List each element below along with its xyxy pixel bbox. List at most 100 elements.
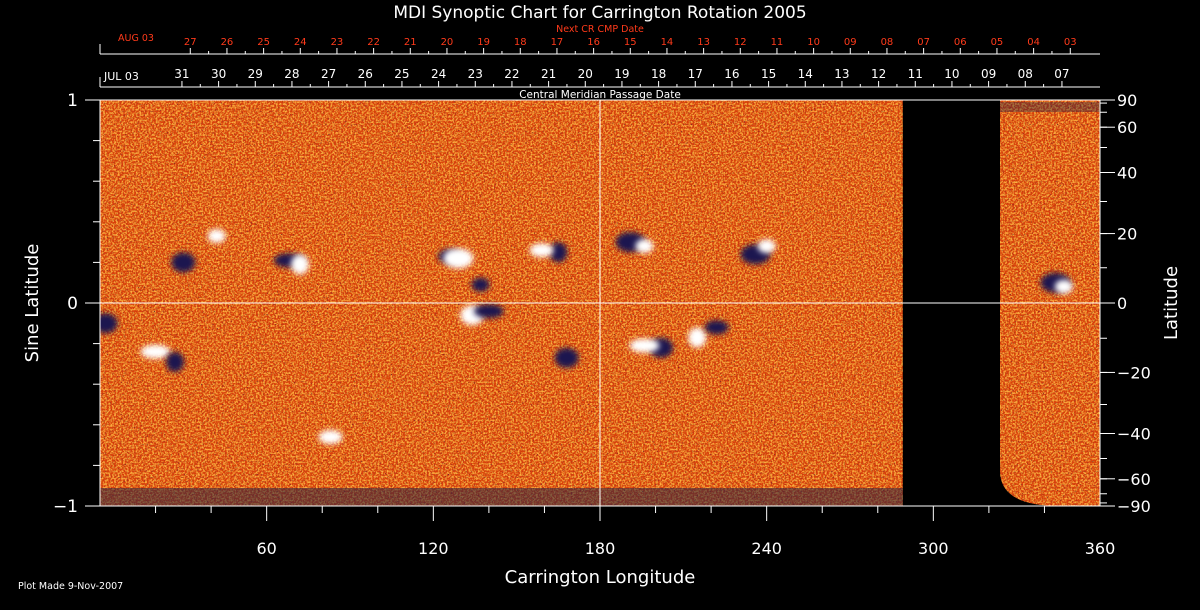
feature-positive-10 — [529, 243, 554, 258]
next-cr-date-label: 09 — [844, 37, 857, 48]
cmp-date-label: 30 — [211, 67, 226, 81]
next-cr-date-label: 16 — [587, 37, 600, 48]
x-tick-label-360: 360 — [1085, 539, 1116, 558]
magnetic-features — [100, 229, 1073, 444]
cmp-date-label: 25 — [394, 67, 409, 81]
feature-positive-24 — [1054, 279, 1073, 294]
x-tick-label-300: 300 — [918, 539, 949, 558]
right-tick-label: 60 — [1117, 118, 1137, 137]
cmp-date-label: 08 — [1018, 67, 1033, 81]
cmp-date-label: 21 — [541, 67, 556, 81]
next-cr-date-label: 20 — [441, 37, 454, 48]
next-cr-date-label: 19 — [477, 37, 490, 48]
cmp-date-label: 31 — [174, 67, 189, 81]
feature-negative-9 — [549, 242, 568, 263]
feature-positive-20 — [140, 344, 171, 359]
date-axes: 27 26 25 24 23 22 21 20 19 18 17 16 15 14 13 12 11 10 09 08… — [99, 37, 1100, 88]
next-cr-date-label: 03 — [1064, 37, 1077, 48]
cmp-date-label: 20 — [578, 67, 593, 81]
feature-positive-12 — [635, 239, 654, 254]
grid-lines — [100, 100, 1100, 506]
feature-negative-8 — [473, 304, 504, 319]
next-cr-date-label: 14 — [661, 37, 674, 48]
feature-negative-16 — [704, 320, 729, 335]
cmp-first-date: JUL 03 — [103, 70, 139, 83]
y-tick-label: 0 — [67, 294, 78, 314]
cmp-date-label: 10 — [944, 67, 959, 81]
cmp-date-label: 16 — [724, 67, 739, 81]
next-cr-date-label: 12 — [734, 37, 747, 48]
feature-negative-6 — [471, 277, 490, 292]
right-tick-label: 0 — [1117, 294, 1127, 313]
right-tick-label: −40 — [1117, 424, 1151, 443]
right-tick-label: −20 — [1117, 363, 1151, 382]
feature-positive-18 — [757, 239, 776, 254]
right-tick-label: −60 — [1117, 470, 1151, 489]
feature-negative-19 — [554, 347, 579, 368]
next-cr-date-label: 26 — [221, 37, 234, 48]
cmp-date-label: 12 — [871, 67, 886, 81]
y-tick-label: 1 — [67, 91, 78, 111]
feature-negative-21 — [166, 351, 184, 372]
cmp-date-label: 14 — [798, 67, 813, 81]
next-cr-date-label: 24 — [294, 37, 307, 48]
cmp-date-label: 29 — [248, 67, 263, 81]
chart-title: MDI Synoptic Chart for Carrington Rotati… — [393, 3, 806, 23]
axis-ticks: 60 120 180 240 300 360 1 0 −1 90 60 40 20 0 −20 −40 −60 −… — [53, 91, 1151, 558]
next-cr-date-label: 11 — [771, 37, 784, 48]
next-cr-first-date: AUG 03 — [118, 33, 154, 44]
right-tick-label: −90 — [1117, 497, 1151, 516]
next-cr-date-label: 17 — [551, 37, 564, 48]
next-cr-date-label: 04 — [1027, 37, 1040, 48]
feature-positive-14 — [629, 338, 660, 353]
next-cr-date-label: 21 — [404, 37, 417, 48]
cmp-date-label: 19 — [614, 67, 629, 81]
feature-positive-0 — [207, 229, 226, 244]
feature-positive-22 — [318, 429, 343, 444]
cmp-date-label: 26 — [358, 67, 373, 81]
next-cr-date-label: 13 — [697, 37, 710, 48]
next-cr-date-label: 05 — [991, 37, 1004, 48]
cmp-date-label: 09 — [981, 67, 996, 81]
right-tick-label: 40 — [1117, 164, 1137, 183]
cmp-axis-title: Central Meridian Passage Date — [519, 89, 681, 101]
cmp-date-label: 11 — [908, 67, 923, 81]
cmp-date-label: 28 — [284, 67, 299, 81]
cmp-date-label: 27 — [321, 67, 336, 81]
next-cr-date-label: 08 — [881, 37, 894, 48]
x-tick-label-120: 120 — [418, 539, 449, 558]
next-cr-date-label: 22 — [367, 37, 380, 48]
north-polar-band — [1000, 102, 1100, 112]
cmp-date-label: 24 — [431, 67, 446, 81]
cmp-date-label: 13 — [834, 67, 849, 81]
y-axis-label: Sine Latitude — [22, 244, 43, 363]
feature-positive-5 — [443, 248, 474, 269]
x-tick-label-240: 240 — [751, 539, 782, 558]
right-tick-label: 90 — [1117, 91, 1137, 110]
next-cr-date-label: 18 — [514, 37, 527, 48]
next-cr-date-label: 06 — [954, 37, 967, 48]
right-tick-label: 20 — [1117, 225, 1137, 244]
plot-made-date: Plot Made 9-Nov-2007 — [18, 581, 123, 592]
south-polar-band — [100, 488, 903, 506]
right-axis-label: Latitude — [1161, 266, 1182, 340]
next-cr-date-label: 25 — [257, 37, 270, 48]
cmp-date-label: 07 — [1054, 67, 1069, 81]
x-tick-label-60: 60 — [256, 539, 276, 558]
feature-negative-25 — [100, 313, 118, 334]
next-cr-date-label: 27 — [184, 37, 197, 48]
cmp-date-label: 22 — [504, 67, 519, 81]
feature-positive-3 — [291, 254, 309, 275]
feature-positive-15 — [688, 327, 707, 348]
feature-negative-1 — [171, 252, 196, 273]
next-cr-date-label: 15 — [624, 37, 637, 48]
next-cr-date-label: 23 — [331, 37, 344, 48]
x-tick-label-180: 180 — [585, 539, 616, 558]
next-cr-date-label: 10 — [807, 37, 820, 48]
next-cr-axis-title: Next CR CMP Date — [556, 24, 644, 35]
y-tick-label: −1 — [53, 497, 78, 517]
x-axis-label: Carrington Longitude — [505, 567, 696, 588]
cmp-date-label: 15 — [761, 67, 776, 81]
next-cr-date-label: 07 — [917, 37, 930, 48]
